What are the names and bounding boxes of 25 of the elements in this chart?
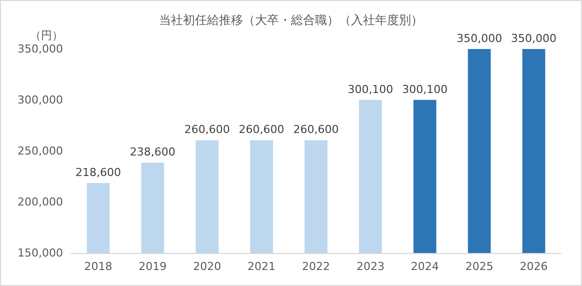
y-tick-label: 300,000 <box>18 94 63 106</box>
x-tick-label: 2026 <box>520 260 548 273</box>
data-label: 350,000 <box>456 32 502 45</box>
y-tick-label: 250,000 <box>18 144 63 158</box>
data-label: 260,600 <box>293 123 339 136</box>
x-tick-label: 2025 <box>465 260 494 273</box>
data-label: 260,600 <box>184 123 230 136</box>
chart-title: 当社初任給推移（大卒・総合職）（入社年度別） <box>159 13 423 27</box>
x-tick-label: 2024 <box>410 260 439 273</box>
x-tick-label: 2020 <box>193 260 222 273</box>
data-label: 260,600 <box>238 123 284 136</box>
x-tick-label: 2021 <box>248 260 276 273</box>
y-tick-label: 150,000 <box>18 246 63 260</box>
x-tick-label: 2019 <box>138 260 167 273</box>
x-tick-label: 2018 <box>84 260 112 273</box>
x-tick-label: 2023 <box>356 260 384 273</box>
data-label: 350,000 <box>511 32 557 45</box>
x-tick-label: 2022 <box>302 260 330 273</box>
y-tick-label: 200,000 <box>18 196 63 208</box>
data-label: 300,100 <box>402 82 448 96</box>
y-axis-title: （円） <box>30 29 63 42</box>
data-label: 218,600 <box>75 166 121 180</box>
y-tick-label: 350,000 <box>18 42 63 56</box>
data-label: 238,600 <box>130 146 176 159</box>
data-label: 300,100 <box>348 82 394 96</box>
